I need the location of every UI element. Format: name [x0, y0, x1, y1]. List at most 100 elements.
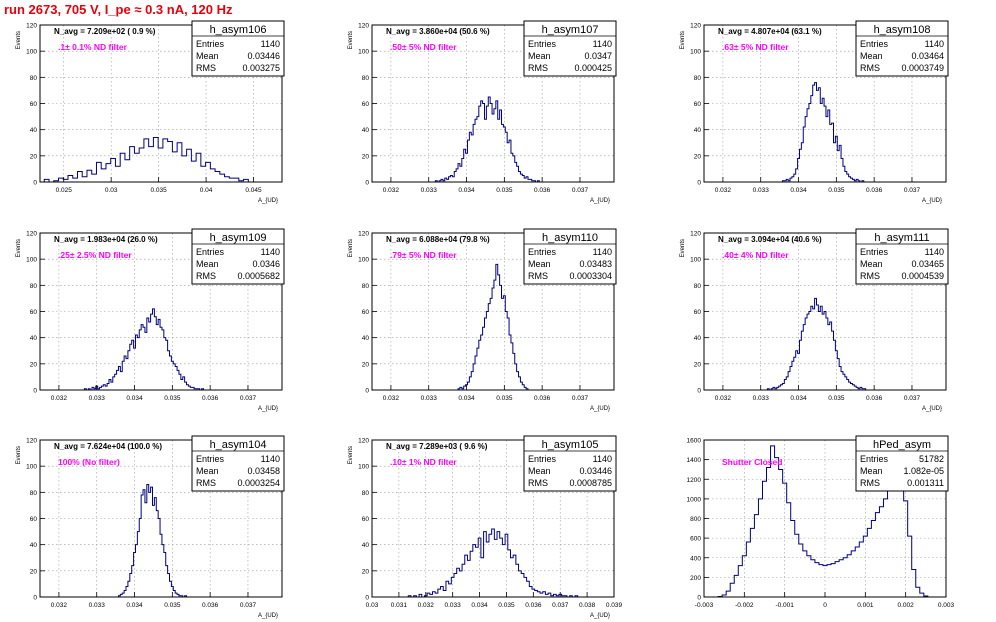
navg-text: N_avg = 7.209e+02 ( 0.9 %)	[54, 27, 156, 36]
navg-text: N_avg = 7.624e+04 (100.0 %)	[54, 442, 162, 451]
x-tick-label: 0.036	[866, 187, 883, 194]
stats-label: RMS	[860, 63, 880, 73]
y-axis-title: Events	[16, 446, 22, 464]
stats-value: 51782	[919, 454, 944, 464]
stats-value: 0.0003254	[237, 478, 280, 488]
x-tick-label: 0.034	[458, 395, 475, 402]
histogram-panel: 0.032 0.033 0.034 0.035 0.036 0.037 0 20 40 60 80 1…	[16, 228, 285, 412]
x-tick-label: 0	[823, 602, 827, 609]
x-tick-label: 0.032	[418, 602, 435, 609]
stats-label: Entries	[860, 247, 889, 257]
stats-value: 1140	[261, 247, 280, 257]
y-tick-label: 1200	[687, 477, 702, 484]
stats-value: 0.000425	[574, 63, 612, 73]
x-tick-label: 0.037	[572, 187, 589, 194]
x-tick-label: 0.032	[51, 395, 68, 402]
y-tick-label: 40	[30, 335, 38, 342]
filter-label: 100% (No filter)	[58, 457, 120, 467]
y-tick-label: 800	[690, 516, 701, 523]
stats-value: 1140	[925, 247, 944, 257]
filter-label: .40± 4% ND filter	[722, 250, 789, 260]
y-tick-label: 200	[690, 575, 701, 582]
stats-value: 1140	[593, 39, 612, 49]
x-tick-label: 0.033	[753, 187, 770, 194]
stats-label: Entries	[528, 39, 557, 49]
histogram-panel: 0.032 0.033 0.034 0.035 0.036 0.037 0 20 40 60 80 1…	[348, 20, 617, 204]
histogram-name: h_asym109	[210, 232, 267, 244]
y-tick-label: 20	[694, 361, 702, 368]
y-tick-label: 100	[690, 257, 701, 264]
y-tick-label: 80	[694, 75, 702, 82]
stats-label: RMS	[196, 478, 216, 488]
stats-label: Mean	[196, 51, 219, 61]
stats-label: Mean	[860, 51, 883, 61]
x-tick-label: 0.036	[534, 187, 551, 194]
stats-label: RMS	[528, 478, 548, 488]
x-tick-label: 0.003	[938, 602, 955, 609]
y-tick-label: 0	[33, 180, 37, 187]
histogram-line	[434, 96, 540, 183]
histogram-name: h_asym106	[210, 24, 267, 36]
x-tick-label: 0.032	[51, 602, 68, 609]
stats-value: 0.0003304	[569, 271, 612, 281]
stats-label: Entries	[196, 39, 225, 49]
y-tick-label: 100	[26, 49, 37, 56]
y-tick-label: 0	[697, 388, 701, 395]
y-tick-label: 100	[358, 257, 369, 264]
stats-value: 0.03446	[247, 51, 280, 61]
x-tick-label: 0.036	[525, 602, 542, 609]
x-tick-label: 0.032	[383, 187, 400, 194]
y-tick-label: 40	[362, 335, 370, 342]
x-tick-label: 0.033	[753, 395, 770, 402]
stats-box	[855, 20, 949, 77]
x-tick-label: 0.034	[790, 395, 807, 402]
y-tick-label: 40	[362, 542, 370, 549]
stats-box	[191, 228, 285, 285]
filter-label: .79± 5% ND filter	[390, 250, 457, 260]
stats-label: Entries	[528, 454, 557, 464]
x-tick-label: 0.033	[445, 602, 462, 609]
stats-value: 0.0005682	[237, 271, 280, 281]
x-tick-label: 0.032	[383, 395, 400, 402]
histogram-line	[83, 308, 205, 391]
stats-box	[523, 20, 617, 77]
stats-box	[855, 228, 949, 285]
y-tick-label: 100	[26, 257, 37, 264]
y-tick-label: 20	[362, 568, 370, 575]
navg-text: N_avg = 1.983e+04 (26.0 %)	[54, 235, 158, 244]
stats-label: Entries	[528, 247, 557, 257]
histogram-panel: 0.032 0.033 0.034 0.035 0.036 0.037 0 20 40 60 80 1…	[348, 228, 617, 412]
x-axis-title: A_{UD}	[922, 198, 942, 204]
stats-value: 1140	[593, 454, 612, 464]
stats-label: Entries	[196, 454, 225, 464]
y-tick-label: 80	[30, 75, 38, 82]
y-tick-label: 20	[694, 153, 702, 160]
stats-value: 1.082e-05	[903, 466, 944, 476]
stats-label: Mean	[860, 466, 883, 476]
y-tick-label: 20	[362, 153, 370, 160]
y-tick-label: 0	[365, 388, 369, 395]
y-tick-label: 20	[30, 153, 38, 160]
y-tick-label: 120	[26, 438, 37, 445]
stats-box	[191, 435, 285, 492]
stats-label: RMS	[860, 478, 880, 488]
navg-text: N_avg = 7.289e+03 ( 9.6 %)	[386, 442, 488, 451]
x-axis-title: A_{UD}	[258, 613, 278, 619]
histogram-panel: 0.032 0.033 0.034 0.035 0.036 0.037 0 20 40 60 80 1…	[16, 435, 285, 619]
x-tick-label: 0.032	[715, 395, 732, 402]
x-tick-label: 0.037	[240, 395, 257, 402]
x-tick-label: -0.001	[775, 602, 794, 609]
x-tick-label: 0.036	[202, 395, 219, 402]
x-axis-title: A_{UD}	[590, 198, 610, 204]
x-tick-label: 0.036	[534, 395, 551, 402]
histogram-name: h_asym105	[542, 439, 599, 451]
x-tick-label: 0.034	[126, 602, 143, 609]
stats-label: Mean	[528, 259, 551, 269]
y-tick-label: 100	[358, 464, 369, 471]
y-tick-label: 0	[697, 180, 701, 187]
stats-value: 0.003275	[242, 63, 280, 73]
y-tick-label: 120	[690, 231, 701, 238]
stats-label: RMS	[528, 271, 548, 281]
y-tick-label: 80	[30, 283, 38, 290]
stats-label: RMS	[196, 63, 216, 73]
